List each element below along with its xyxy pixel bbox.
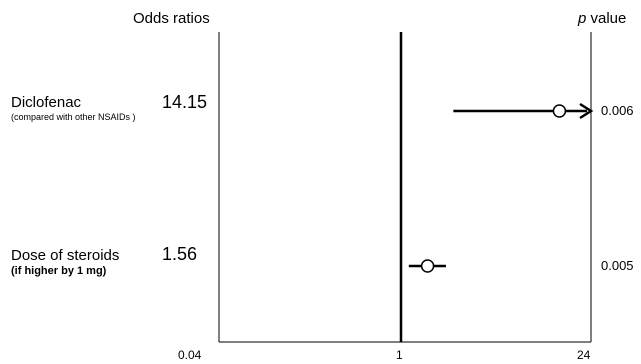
point-estimate-diclofenac xyxy=(552,104,567,118)
x-tick-label-0: 0.04 xyxy=(178,348,202,362)
point-estimate-dose-of-steroids xyxy=(420,259,435,273)
row-sublabel-diclofenac: (compared with other NSAIDs ) xyxy=(11,112,136,122)
p-value-header-rest: value xyxy=(586,10,627,27)
ci-arrow-diclofenac xyxy=(579,102,594,120)
odds-ratios-header: Odds ratios xyxy=(133,10,210,27)
p-value-header-p: p xyxy=(578,10,587,27)
row-label-diclofenac: Diclofenac xyxy=(11,94,82,111)
x-tick-label-1: 1 xyxy=(396,348,403,362)
p-value-dose-of-steroids: 0.005 xyxy=(601,258,634,273)
row-sublabel-dose-of-steroids: (if higher by 1 mg) xyxy=(11,265,107,277)
p-value-header: p value xyxy=(578,11,626,26)
odds-ratio-value-dose-of-steroids: 1.56 xyxy=(162,244,198,264)
x-tick-label-2: 24 xyxy=(577,348,591,362)
odds-ratio-value-diclofenac: 14.15 xyxy=(162,92,208,112)
row-label-dose-of-steroids: Dose of steroids xyxy=(11,247,120,264)
p-value-diclofenac: 0.006 xyxy=(601,103,634,118)
